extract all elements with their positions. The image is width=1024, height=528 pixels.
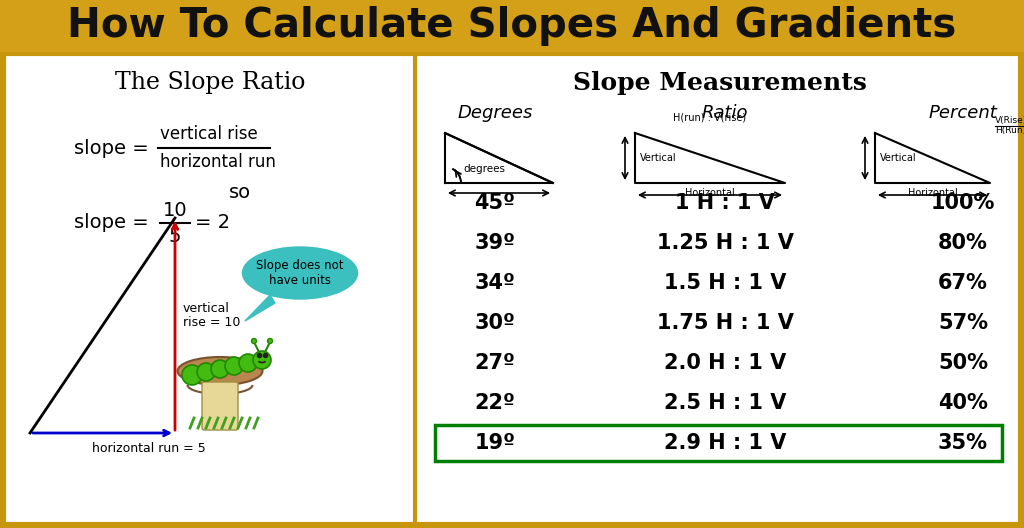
Text: H(Run): H(Run) (995, 127, 1024, 136)
Text: 27º: 27º (474, 353, 515, 373)
Circle shape (197, 363, 215, 381)
Text: horizontal run = 5: horizontal run = 5 (92, 441, 206, 455)
Text: 5: 5 (169, 227, 181, 246)
Text: 10: 10 (163, 201, 187, 220)
Text: 30º: 30º (474, 313, 515, 333)
Text: Percent: Percent (929, 104, 997, 122)
Text: Horizontal: Horizontal (907, 188, 957, 198)
Bar (435, 425, 1002, 461)
Text: 22º: 22º (474, 393, 515, 413)
Text: degrees: degrees (463, 164, 505, 174)
Text: 1.75 H : 1 V: 1.75 H : 1 V (656, 313, 794, 333)
Text: have units: have units (269, 274, 331, 287)
Bar (4, 54, 1020, 524)
Text: 67%: 67% (938, 273, 988, 293)
Text: 1 H : 1 V: 1 H : 1 V (675, 193, 775, 213)
Text: slope =: slope = (74, 213, 155, 232)
Text: Slope does not: Slope does not (256, 259, 344, 272)
Text: slope =: slope = (74, 138, 155, 157)
Text: Vertical: Vertical (640, 153, 677, 163)
Text: The Slope Ratio: The Slope Ratio (115, 71, 305, 95)
Text: 34º: 34º (474, 273, 515, 293)
FancyBboxPatch shape (202, 382, 238, 430)
Text: How To Calculate Slopes And Gradients: How To Calculate Slopes And Gradients (68, 6, 956, 46)
Circle shape (267, 338, 272, 344)
Text: 19º: 19º (474, 433, 515, 453)
Text: 57%: 57% (938, 313, 988, 333)
Circle shape (211, 360, 229, 378)
Ellipse shape (177, 357, 262, 385)
Text: Ratio: Ratio (701, 104, 749, 122)
Text: 39º: 39º (474, 233, 515, 253)
Text: H(run) : V(rise): H(run) : V(rise) (674, 113, 746, 123)
Text: = 2: = 2 (195, 213, 230, 232)
Text: so: so (229, 184, 251, 203)
Text: 80%: 80% (938, 233, 988, 253)
Text: Vertical: Vertical (880, 153, 916, 163)
Text: 35%: 35% (938, 433, 988, 453)
Text: 45º: 45º (474, 193, 515, 213)
Text: 2.5 H : 1 V: 2.5 H : 1 V (664, 393, 786, 413)
Bar (0, 0, 1024, 52)
Polygon shape (245, 295, 275, 321)
Text: 1.5 H : 1 V: 1.5 H : 1 V (664, 273, 786, 293)
Text: Degrees: Degrees (458, 104, 532, 122)
Text: vertical rise: vertical rise (160, 125, 258, 143)
Circle shape (239, 354, 257, 372)
Ellipse shape (243, 247, 357, 299)
Text: horizontal run: horizontal run (160, 153, 275, 171)
Text: 40%: 40% (938, 393, 988, 413)
Text: 100%: 100% (931, 193, 995, 213)
Text: 2.9 H : 1 V: 2.9 H : 1 V (664, 433, 786, 453)
Text: Slope Measurements: Slope Measurements (572, 71, 866, 95)
Text: 1.25 H : 1 V: 1.25 H : 1 V (656, 233, 794, 253)
Text: 50%: 50% (938, 353, 988, 373)
Text: vertical
rise = 10: vertical rise = 10 (183, 301, 241, 329)
Circle shape (253, 351, 271, 369)
Circle shape (225, 357, 243, 375)
Text: 2.0 H : 1 V: 2.0 H : 1 V (664, 353, 786, 373)
Text: Horizontal: Horizontal (685, 188, 735, 198)
Circle shape (252, 338, 256, 344)
Circle shape (182, 365, 202, 385)
Text: V(Rise): V(Rise) (995, 117, 1024, 126)
